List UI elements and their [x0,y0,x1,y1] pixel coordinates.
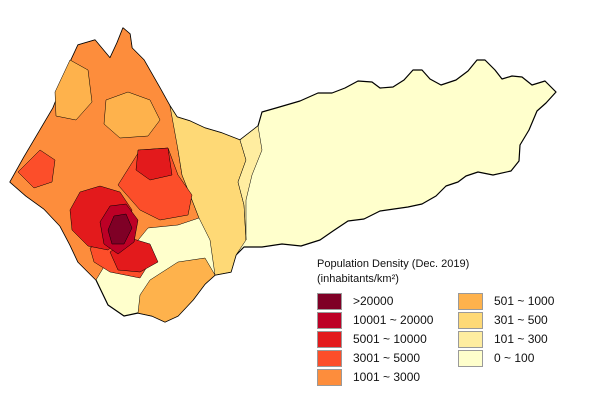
legend-unit: (inhabitants/km²) [317,273,399,285]
district-south [137,257,216,323]
legend-swatch [317,368,342,386]
legend-item: 3001 ~ 5000 [317,348,420,368]
legend-label: 10001 ~ 20000 [353,313,434,327]
legend-item: 501 ~ 1000 [458,291,554,311]
legend-swatch [317,330,342,348]
legend-swatch [317,292,342,310]
district-east-strip [237,125,263,241]
legend-item: 10001 ~ 20000 [317,310,433,330]
district-ring-west [17,149,56,189]
district-inner-north [135,147,173,181]
legend-item: 1001 ~ 3000 [317,367,420,387]
legend-label: >20000 [353,294,394,308]
legend-item: 0 ~ 100 [458,348,534,368]
legend-swatch [317,311,342,329]
district-northwest [54,59,93,121]
legend-label: 501 ~ 1000 [494,294,555,308]
legend-label: 0 ~ 100 [494,351,535,365]
legend-item: >20000 [317,291,393,311]
district-core [107,213,133,245]
legend-swatch [458,292,483,310]
legend-title: Population Density (Dec. 2019) [317,258,470,270]
legend-label: 5001 ~ 10000 [353,332,427,346]
legend-swatch [458,311,483,329]
legend-item: 101 ~ 300 [458,329,548,349]
map-legend: Population Density (Dec. 2019) (inhabita… [317,258,577,398]
legend-label: 3001 ~ 5000 [353,351,421,365]
legend-label: 1001 ~ 3000 [353,370,421,384]
legend-swatch [458,349,483,367]
legend-item: 5001 ~ 10000 [317,329,427,349]
legend-label: 301 ~ 500 [494,313,548,327]
legend-swatch [458,330,483,348]
legend-label: 101 ~ 300 [494,332,548,346]
legend-item: 301 ~ 500 [458,310,548,330]
legend-swatch [317,349,342,367]
district-north-central [103,91,161,139]
